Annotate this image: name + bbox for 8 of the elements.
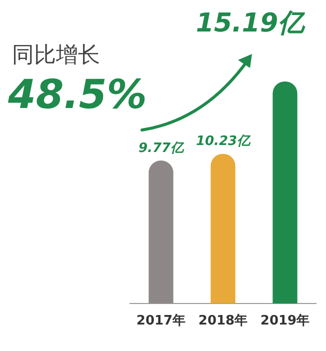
text: 同比增长 [12,42,100,70]
x-tick-label: 2017年 [136,314,186,329]
annotation: 48.5% [8,72,147,118]
data-label: 9.77亿 [138,140,185,156]
data-label: 15.19亿 [196,8,306,39]
x-tick-label: 2019年 [260,314,310,329]
x-tick-label: 2018年 [198,314,248,329]
data-label: 10.23亿 [196,134,252,150]
